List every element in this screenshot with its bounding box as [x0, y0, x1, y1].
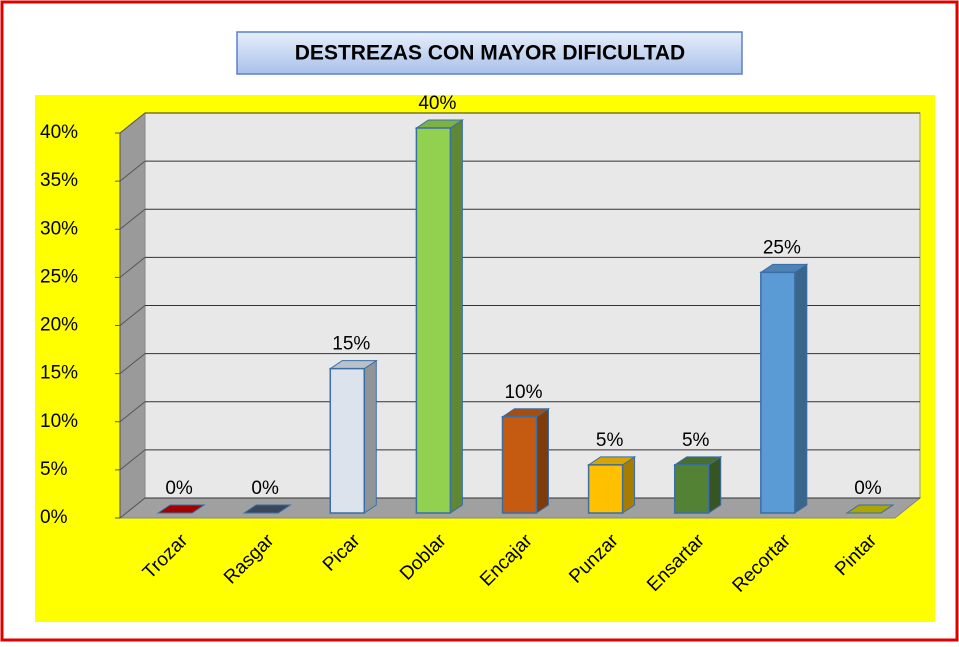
- y-tick-label: 25%: [40, 266, 78, 287]
- data-label: 15%: [332, 334, 370, 355]
- data-label: 5%: [596, 430, 624, 451]
- data-label: 0%: [165, 478, 193, 499]
- bar-side: [622, 455, 636, 514]
- bar-side: [363, 359, 377, 514]
- data-label: 25%: [763, 237, 801, 258]
- y-tick-label: 20%: [40, 315, 78, 336]
- grid-line-side: [119, 160, 146, 182]
- y-tick-label: 30%: [40, 218, 78, 239]
- data-label: 0%: [854, 478, 882, 499]
- title-box: [236, 31, 743, 75]
- bar-top: [845, 504, 895, 514]
- data-label: 40%: [418, 93, 456, 114]
- bar: [673, 464, 710, 514]
- bar: [587, 464, 624, 514]
- y-tick-label: 5%: [40, 459, 68, 480]
- grid-line-side: [119, 353, 146, 375]
- bar-side: [449, 119, 463, 514]
- y-tick-label: 35%: [40, 170, 78, 191]
- grid-line-side: [119, 401, 146, 423]
- grid-line-side: [119, 112, 146, 134]
- data-label: 0%: [251, 478, 279, 499]
- data-label: 5%: [682, 430, 710, 451]
- data-label: 10%: [504, 382, 542, 403]
- bar: [501, 416, 538, 514]
- grid-line-side: [119, 256, 146, 278]
- y-tick-label: 0%: [40, 507, 68, 528]
- y-tick-label: 15%: [40, 363, 78, 384]
- grid-line-side: [119, 497, 146, 519]
- bar-side: [708, 455, 722, 514]
- bar: [415, 127, 452, 514]
- y-tick-label: 40%: [40, 122, 78, 143]
- grid-line-side: [119, 449, 146, 471]
- grid-line-side: [119, 305, 146, 326]
- bar-side: [794, 263, 808, 514]
- y-tick-label: 10%: [40, 411, 78, 432]
- bar-top: [242, 504, 292, 514]
- bar-side: [536, 407, 549, 514]
- bar: [329, 367, 366, 514]
- bar: [760, 271, 796, 514]
- chart-title: DESTREZAS CON MAYOR DIFICULTAD: [295, 42, 685, 65]
- bar-top: [156, 504, 206, 514]
- grid-line-side: [119, 208, 146, 230]
